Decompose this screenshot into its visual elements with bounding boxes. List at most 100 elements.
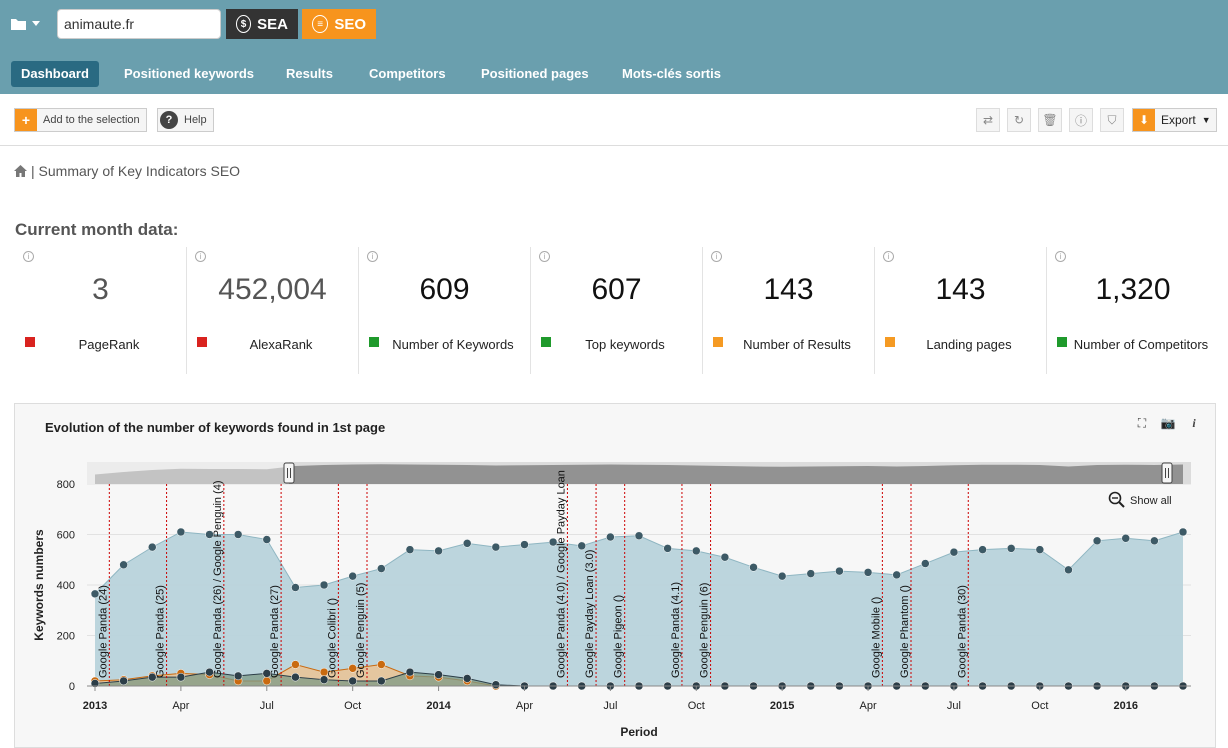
show-all-button[interactable]: Show all — [1108, 491, 1172, 508]
data-point — [291, 583, 300, 592]
retweet-icon[interactable]: ⇄ — [976, 108, 1000, 132]
legend-square — [1057, 337, 1067, 347]
info-icon[interactable]: i — [711, 251, 722, 262]
series-area — [95, 531, 1183, 686]
data-point — [663, 544, 672, 553]
kpi-label: Number of Competitors — [1073, 337, 1209, 352]
data-point — [176, 527, 186, 537]
series-area — [95, 672, 1183, 686]
event-label: Google Panda (4.1) — [670, 582, 682, 678]
navigator-mask — [87, 462, 289, 484]
seo-button[interactable]: ≡ SEO — [302, 9, 376, 39]
kpi-number-of-competitors: i 1,320 Number of Competitors — [1047, 247, 1219, 374]
info-icon[interactable]: i — [195, 251, 206, 262]
folder-menu-button[interactable] — [10, 13, 46, 35]
tab-positioned-keywords[interactable]: Positioned keywords — [124, 66, 255, 81]
x-tick-label: Jul — [947, 700, 961, 712]
event-label: Google Panda (26) / Google Penguin (4) — [212, 480, 224, 678]
data-point — [720, 552, 730, 562]
data-point — [548, 537, 558, 547]
tab-results[interactable]: Results — [286, 66, 333, 81]
data-point — [806, 569, 816, 578]
section-title: Current month data: — [15, 220, 179, 239]
camera-icon[interactable]: 📷 — [1160, 416, 1176, 430]
data-point — [1064, 565, 1073, 575]
data-point — [1121, 534, 1130, 543]
info-icon[interactable]: i — [367, 251, 378, 262]
x-tick-label: Jul — [260, 700, 274, 712]
data-point — [892, 570, 901, 580]
data-point — [1006, 544, 1016, 553]
event-label: Google Panda (4.0) / Google Payday Loan — [555, 470, 567, 678]
kpi-value: 3 — [92, 273, 109, 306]
help-button[interactable]: ? Help — [157, 108, 214, 132]
breadcrumb-text: | Summary of Key Indicators SEO — [31, 163, 241, 179]
data-point — [233, 530, 243, 539]
y-tick-label: 200 — [57, 631, 75, 643]
x-tick-label: Jul — [603, 700, 617, 712]
tab-mots-cles-sortis[interactable]: Mots-clés sortis — [622, 66, 721, 81]
trash-icon[interactable]: 🗑 — [1038, 108, 1062, 132]
sea-button[interactable]: $ SEA — [226, 9, 298, 39]
legend-square — [713, 337, 723, 347]
info-italic-icon[interactable]: i — [1192, 415, 1196, 430]
x-tick-label: 2014 — [426, 700, 451, 712]
data-point — [319, 580, 329, 590]
data-point — [491, 680, 501, 689]
keywords-chart-panel: Evolution of the number of keywords foun… — [14, 403, 1216, 748]
domain-input[interactable] — [57, 9, 221, 39]
x-tick-label: Oct — [344, 700, 361, 712]
seo-label: SEO — [334, 15, 366, 33]
data-point — [1035, 545, 1045, 554]
event-label: Google Panda (24) — [97, 585, 109, 678]
event-label: Google Panda (27) — [269, 585, 281, 678]
add-to-selection-label: Add to the selection — [43, 114, 140, 126]
main-nav: Dashboard Positioned keywords Results Co… — [0, 61, 1228, 87]
legend-square — [25, 337, 35, 347]
tab-dashboard[interactable]: Dashboard — [11, 61, 99, 87]
info-icon[interactable]: i — [539, 251, 550, 262]
tab-competitors[interactable]: Competitors — [369, 66, 446, 81]
kpi-value: 452,004 — [218, 273, 327, 306]
data-point — [749, 563, 758, 572]
info-icon[interactable]: i — [23, 251, 34, 262]
data-point — [205, 530, 214, 539]
event-label: Google Colibri () — [326, 598, 338, 678]
kpi-value: 1,320 — [1095, 273, 1171, 306]
help-label: Help — [184, 114, 207, 126]
data-point — [348, 676, 357, 686]
home-icon[interactable] — [14, 165, 27, 177]
keywords-chart[interactable]: 0 200 400 600 800 Google Panda (24) Google Pan… — [15, 404, 1215, 747]
data-point — [1150, 536, 1159, 546]
chevron-down-icon — [32, 21, 40, 26]
data-point — [863, 568, 873, 577]
data-point — [634, 531, 644, 541]
data-point — [119, 560, 128, 570]
data-point — [692, 546, 701, 556]
dollar-icon: $ — [236, 15, 252, 33]
info-icon[interactable]: ⓘ — [1069, 108, 1093, 132]
data-point — [90, 589, 100, 599]
legend-square — [369, 337, 379, 347]
add-to-selection-button[interactable]: + Add to the selection — [14, 108, 147, 132]
kpi-label: AlexaRank — [249, 337, 313, 352]
kpi-value: 143 — [763, 273, 814, 306]
legend-square — [197, 337, 207, 347]
kpi-row: i 3 PageRank i 452,004 AlexaRank i 609 N… — [15, 247, 1228, 374]
x-tick-label: 2015 — [770, 700, 794, 712]
kpi-top-keywords: i 607 Top keywords — [531, 247, 703, 374]
data-point — [348, 664, 357, 673]
tab-positioned-pages[interactable]: Positioned pages — [481, 66, 589, 81]
legend-square — [885, 337, 895, 347]
refresh-icon[interactable]: ↻ — [1007, 108, 1031, 132]
breadcrumb: | Summary of Key Indicators SEO — [14, 163, 240, 179]
kpi-label: Number of Results — [743, 337, 851, 352]
kpi-number-of-keywords: i 609 Number of Keywords — [359, 247, 531, 374]
export-button[interactable]: ⬇ Export ▼ — [1132, 108, 1217, 132]
list-icon: ≡ — [312, 15, 329, 33]
info-icon[interactable]: i — [1055, 251, 1066, 262]
fullscreen-icon[interactable]: ⛶ — [1137, 415, 1147, 430]
tags-icon[interactable]: ⛉ — [1100, 108, 1124, 132]
info-icon[interactable]: i — [883, 251, 894, 262]
data-point — [777, 571, 787, 581]
